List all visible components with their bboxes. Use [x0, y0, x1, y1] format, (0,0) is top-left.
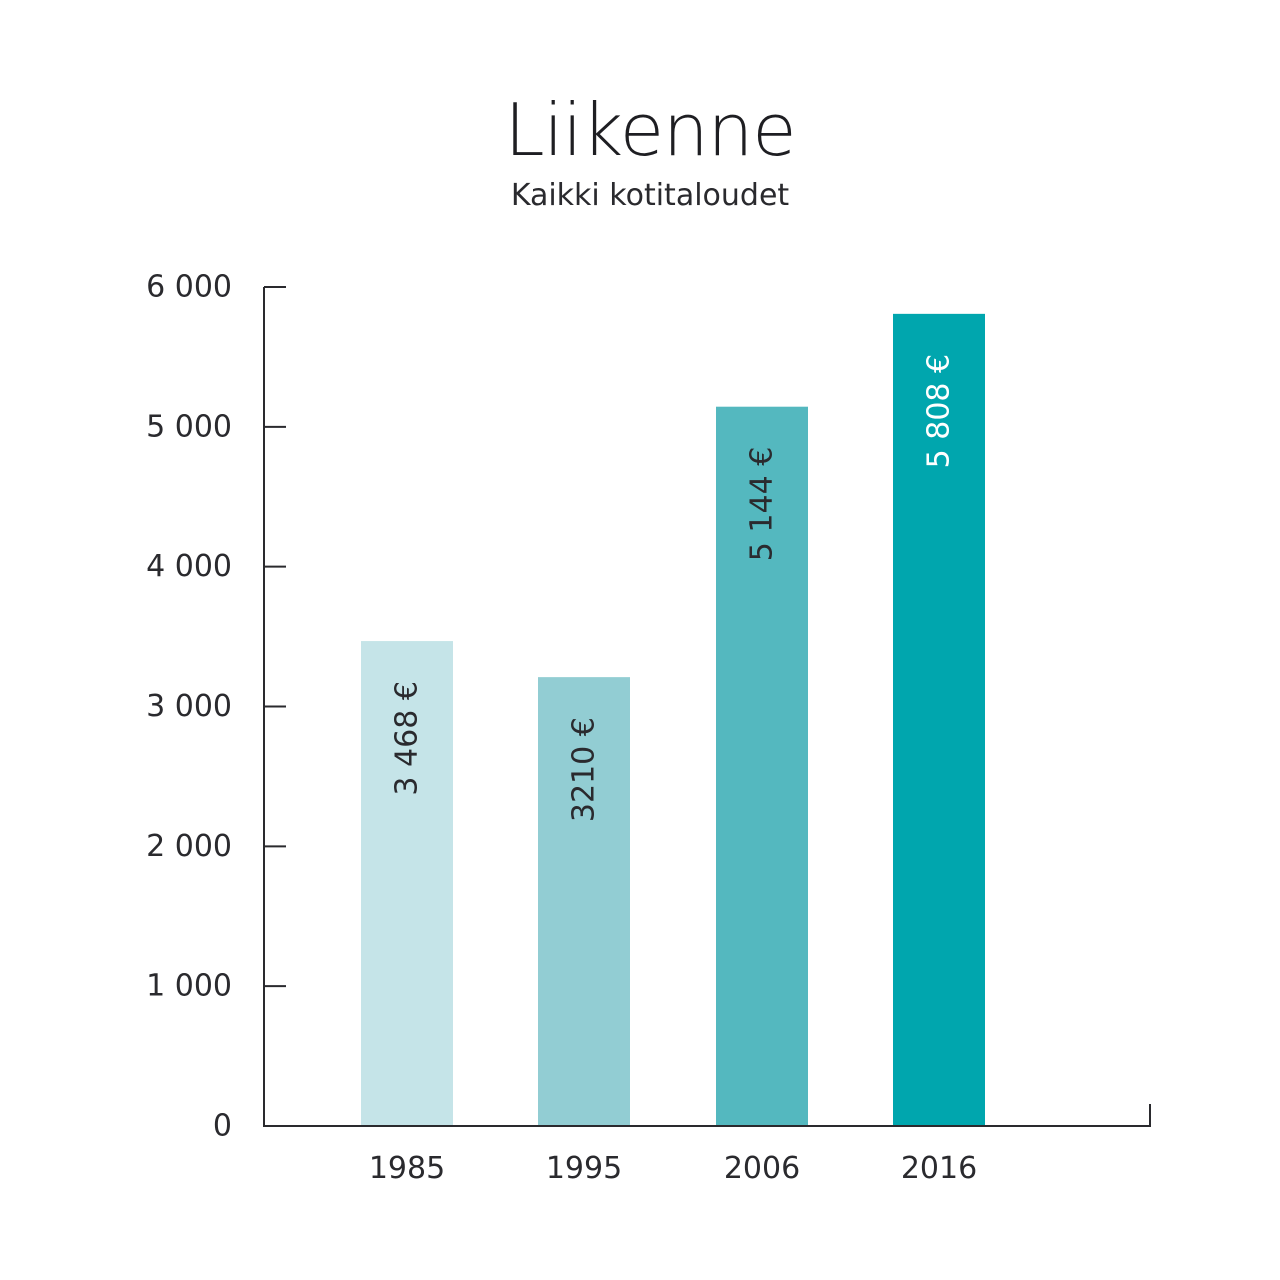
y-ticks-group: 0 1 000 2 000 3 000 4 000 5 000 6 000: [146, 270, 286, 1144]
x-tick-label: 2006: [724, 1151, 800, 1186]
y-tick-label: 4 000: [146, 549, 232, 584]
chart-subtitle: Kaikki kotitaloudet: [510, 178, 790, 213]
bars-group: 3 468 € 3210 € 5 144 € 5 808 €: [361, 313, 985, 1126]
bar-value-label: 5 808 €: [922, 354, 957, 469]
y-tick-label: 3 000: [146, 689, 232, 724]
bar-2006: [716, 406, 808, 1126]
y-tick-label: 6 000: [146, 270, 232, 305]
bar-value-label: 3 468 €: [390, 681, 425, 796]
bar-1995: [538, 677, 630, 1126]
y-tick-label: 0: [213, 1109, 232, 1144]
x-ticks-group: 1985 1995 2006 2016: [369, 1151, 977, 1186]
bar-2016: [893, 313, 985, 1126]
y-tick-label: 2 000: [146, 829, 232, 864]
bar-value-label: 3210 €: [567, 717, 602, 822]
x-tick-label: 2016: [901, 1151, 977, 1186]
x-tick-label: 1985: [369, 1151, 445, 1186]
bar-value-label: 5 144 €: [745, 447, 780, 562]
y-tick-label: 1 000: [146, 969, 232, 1004]
x-tick-label: 1995: [546, 1151, 622, 1186]
y-tick-label: 5 000: [146, 409, 232, 444]
chart-title: Liikenne: [504, 88, 796, 172]
bar-1985: [361, 641, 453, 1126]
